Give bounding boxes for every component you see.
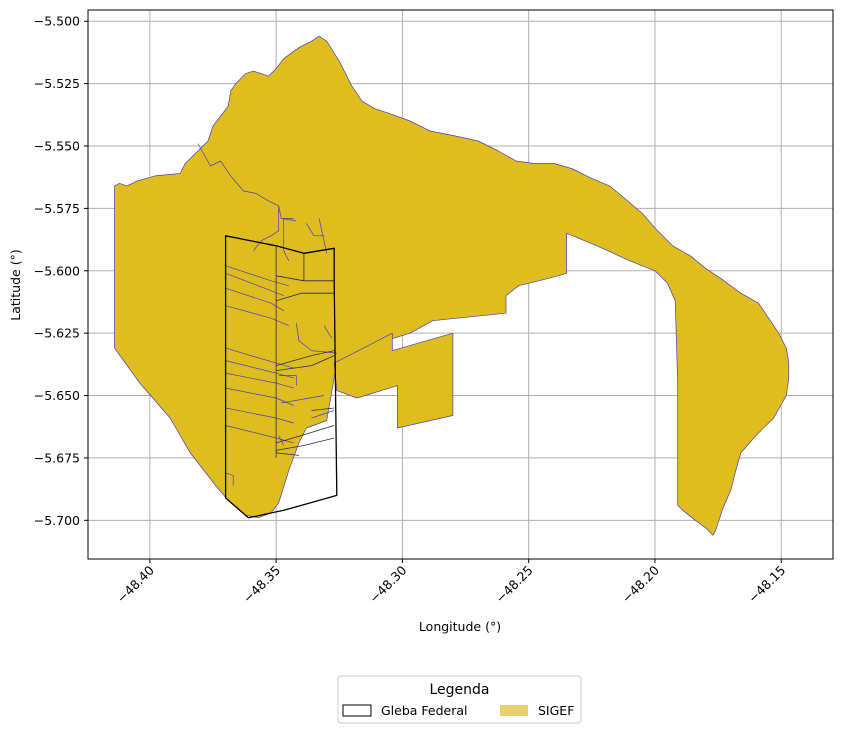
- gleba-federal-inner-line: [311, 407, 335, 411]
- gleba-federal-inner-line: [275, 425, 335, 444]
- sigef-parcel-line: [306, 223, 325, 237]
- y-tick-label: −5.500: [34, 14, 80, 29]
- y-tick-label: −5.550: [34, 139, 80, 154]
- x-tick-label: −48.20: [619, 562, 662, 605]
- gleba-federal-inner-line: [275, 292, 335, 302]
- sigef-parcel-line: [225, 287, 284, 312]
- legend-swatch-sigef: [500, 705, 528, 716]
- sigef-parcel-line: [225, 305, 289, 327]
- sigef-parcel-line: [281, 395, 325, 404]
- legend-label-gleba-federal: Gleba Federal: [381, 703, 468, 718]
- gleba-federal-inner-line: [276, 437, 335, 451]
- sigef-parcel-line: [225, 272, 284, 297]
- x-tick-label: −48.35: [240, 563, 283, 606]
- y-tick-label: −5.675: [34, 450, 80, 465]
- gleba-federal-inner-line: [276, 355, 335, 371]
- y-tick-label: −5.600: [34, 263, 80, 278]
- x-tick-label: −48.30: [366, 562, 409, 605]
- y-tick-label: −5.575: [34, 201, 80, 216]
- x-axis-label: Longitude (°): [419, 619, 501, 634]
- x-tick-label: −48.15: [745, 563, 788, 606]
- axes-frame: [87, 9, 834, 560]
- map-layers: [114, 35, 790, 536]
- legend-swatch-gleba-federal: [342, 704, 372, 717]
- sigef-polygon: [333, 332, 454, 429]
- gleba-federal-outline: [224, 235, 338, 519]
- sigef-parcel-line: [225, 265, 289, 287]
- sigef-polygon: [114, 35, 790, 536]
- sigef-parcel-line: [323, 325, 332, 339]
- x-tick-label: −48.25: [492, 563, 535, 606]
- sigef-parcel-line: [278, 435, 285, 446]
- sigef-parcel-line: [278, 375, 297, 386]
- legend-title: Legenda: [429, 682, 489, 698]
- y-tick-label: −5.625: [34, 326, 80, 341]
- y-tick-label: −5.700: [34, 513, 80, 528]
- sigef-parcel-line: [283, 218, 294, 261]
- sigef-parcel-line: [253, 205, 280, 252]
- legend: Legenda Gleba Federal SIGEF: [337, 675, 582, 724]
- x-tick-label: −48.40: [114, 562, 157, 605]
- y-tick-label: −5.650: [34, 388, 80, 403]
- sigef-parcel-line: [311, 410, 335, 419]
- legend-label-sigef: SIGEF: [538, 703, 574, 718]
- sigef-parcel-line: [295, 323, 337, 354]
- y-tick-label: −5.525: [34, 76, 80, 91]
- sigef-parcel-line: [197, 143, 297, 222]
- gleba-federal-inner-line: [276, 452, 299, 456]
- sigef-parcel-line: [225, 472, 234, 486]
- y-axis-label: Latitude (°): [8, 249, 23, 320]
- gleba-federal-inner-line: [275, 350, 335, 366]
